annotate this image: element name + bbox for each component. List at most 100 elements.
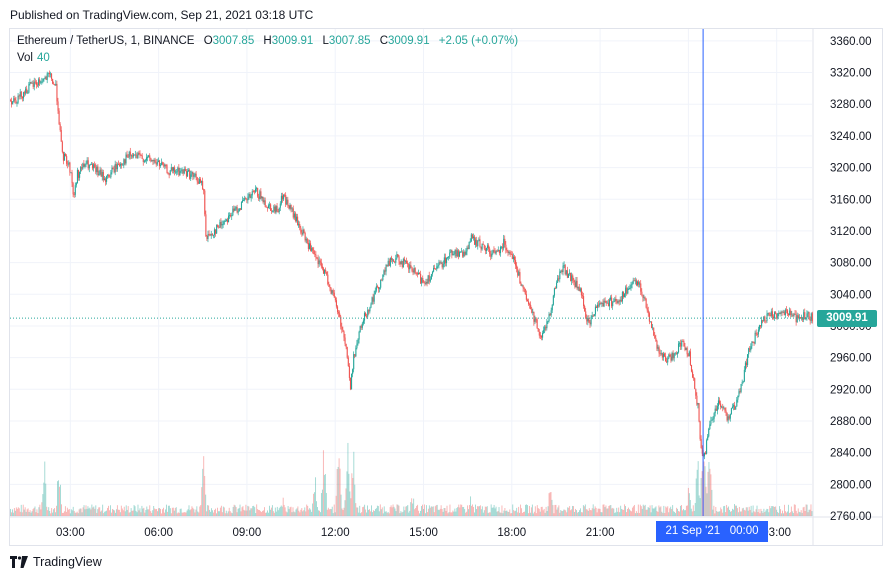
candle-body xyxy=(293,213,295,218)
candle-body xyxy=(112,167,114,170)
volume-bar xyxy=(584,504,586,516)
volume-bar xyxy=(732,508,733,516)
candle-body xyxy=(375,286,377,291)
candle-body xyxy=(261,196,263,199)
volume-bar xyxy=(492,507,494,516)
volume-bar xyxy=(799,512,801,516)
volume-bar xyxy=(200,505,202,516)
volume-bar xyxy=(142,508,144,516)
candle-body xyxy=(686,347,688,355)
volume-bar xyxy=(435,505,437,516)
volume-bar xyxy=(276,506,278,516)
candle-body xyxy=(481,243,483,250)
volume-bar xyxy=(180,508,182,516)
candle-body xyxy=(251,191,253,196)
candle-body xyxy=(144,160,146,162)
candle-body xyxy=(776,313,778,319)
volume-bar xyxy=(110,505,111,516)
volume-bar xyxy=(33,507,35,516)
candle-body xyxy=(466,247,468,252)
candle-body xyxy=(783,311,785,316)
volume-bar xyxy=(44,461,46,516)
volume-bar xyxy=(353,451,355,516)
volume-bar xyxy=(571,509,573,516)
candle-body xyxy=(208,234,210,235)
volume-bar xyxy=(696,469,698,516)
candle-body xyxy=(713,413,715,419)
volume-bar xyxy=(61,504,62,516)
candle-body xyxy=(190,174,192,179)
candle-body xyxy=(658,347,660,354)
volume-bar xyxy=(736,508,738,516)
candle-body xyxy=(128,151,130,158)
volume-bar xyxy=(123,506,125,516)
candle-body xyxy=(348,366,350,378)
volume-bar xyxy=(709,468,711,516)
candle-body xyxy=(807,312,809,314)
footer-brand[interactable]: TradingView xyxy=(33,555,102,569)
candle-body xyxy=(689,351,691,365)
candle-body xyxy=(104,178,107,182)
volume-bar xyxy=(301,508,303,516)
candle-body xyxy=(281,195,284,200)
volume-bar xyxy=(461,504,463,516)
volume-bar xyxy=(358,512,360,516)
volume-bar xyxy=(533,511,535,516)
candle-body xyxy=(398,256,400,262)
volume-bar xyxy=(236,512,238,516)
candle-body xyxy=(693,377,695,379)
volume-bar xyxy=(172,507,174,516)
volume-bar xyxy=(217,511,219,516)
candle-body xyxy=(401,261,403,268)
candle-body xyxy=(52,78,54,84)
candle-body xyxy=(133,154,135,157)
candle-body xyxy=(495,250,497,254)
volume-bar xyxy=(367,505,368,516)
candle-body xyxy=(604,300,606,302)
volume-bar xyxy=(147,509,149,516)
candle-body xyxy=(88,164,90,169)
volume-bar xyxy=(489,512,491,516)
candle-body xyxy=(243,200,245,201)
volume-bar xyxy=(278,508,280,516)
candle-body xyxy=(51,73,53,79)
candle-body xyxy=(370,304,372,308)
volume-bar xyxy=(698,495,700,516)
candle-body xyxy=(390,257,393,261)
volume-bar xyxy=(691,511,693,516)
volume-bar xyxy=(233,504,235,516)
candle-body xyxy=(63,153,66,161)
volume-bar xyxy=(50,513,52,516)
candle-body xyxy=(502,246,504,249)
volume-bar xyxy=(714,513,716,516)
volume-bar xyxy=(279,506,281,516)
candle-body xyxy=(565,270,567,275)
candle-body xyxy=(806,313,808,318)
volume-bar xyxy=(131,510,133,516)
legend-symbol[interactable]: Ethereum / TetherUS, 1, BINANCE xyxy=(17,35,195,47)
volume-bar xyxy=(420,510,421,516)
volume-bar xyxy=(530,507,532,516)
candle-body xyxy=(441,262,443,268)
volume-bar xyxy=(485,506,487,516)
volume-bar xyxy=(659,507,661,516)
volume-bar xyxy=(751,512,753,516)
candle-body xyxy=(334,297,336,301)
volume-bar xyxy=(198,512,200,516)
volume-bar xyxy=(105,511,107,516)
volume-bar xyxy=(607,508,609,516)
volume-bar xyxy=(713,505,715,516)
volume-bar xyxy=(173,510,175,516)
candle-body xyxy=(755,332,757,335)
volume-bar xyxy=(221,512,223,516)
volume-bar xyxy=(362,507,364,516)
volume-bar xyxy=(694,502,696,516)
candle-body xyxy=(415,272,417,274)
volume-bar xyxy=(778,512,780,516)
candle-body xyxy=(242,200,244,203)
candle-body xyxy=(392,259,394,261)
candle-body xyxy=(703,452,705,457)
volume-bar xyxy=(69,513,71,516)
candle-body xyxy=(29,82,31,85)
